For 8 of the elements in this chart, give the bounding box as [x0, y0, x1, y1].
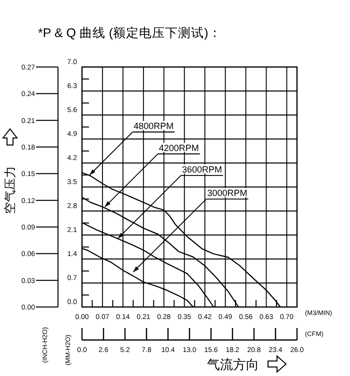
annotation: 4200RPM — [158, 142, 199, 153]
annotation: 4800RPM — [134, 121, 174, 131]
text: 气流方向 — [207, 357, 259, 372]
text: 空气压力 — [3, 166, 17, 214]
annotation: 3600RPM — [182, 164, 222, 174]
leader: 3000RPM — [132, 188, 249, 272]
annotation: 3000RPM — [207, 188, 248, 198]
chart-title: *P & Q 曲线 (额定电压下测试)： — [38, 26, 222, 40]
